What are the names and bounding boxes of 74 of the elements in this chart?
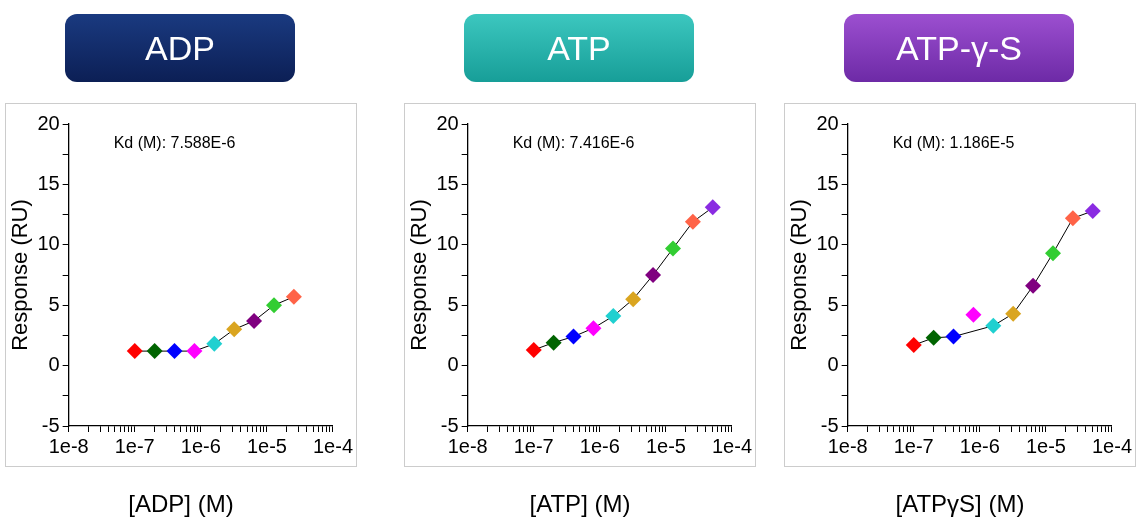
point — [625, 291, 642, 308]
point — [664, 240, 681, 257]
chart-title: ADP — [65, 14, 295, 82]
x-tick-label: 1e-6 — [959, 434, 1000, 457]
point — [1005, 305, 1022, 322]
x-tick-label: 1e-4 — [312, 434, 353, 457]
y-tick-label: 15 — [816, 171, 839, 194]
y-axis-title: Response (RU) — [786, 199, 812, 351]
chart-title: ATP — [464, 14, 694, 82]
y-tick-label: 5 — [48, 292, 60, 315]
y-tick-label: 15 — [436, 171, 459, 194]
annotation: Kd (M): 7.416E-6 — [512, 134, 635, 152]
x-tick-label: 1e-8 — [48, 434, 89, 457]
y-tick-label: 0 — [827, 353, 839, 376]
y-tick-label: 20 — [37, 111, 60, 134]
x-tick-label: 1e-8 — [447, 434, 488, 457]
x-tick-label: 1e-4 — [711, 434, 752, 457]
y-tick-label: 0 — [48, 353, 60, 376]
point — [565, 328, 582, 345]
x-tick-label: 1e-6 — [579, 434, 620, 457]
annotation: Kd (M): 1.186E-5 — [892, 134, 1015, 152]
point — [1064, 210, 1081, 227]
point — [1084, 202, 1101, 219]
x-tick-label: 1e-5 — [645, 434, 686, 457]
point — [945, 328, 962, 345]
point — [545, 334, 562, 351]
x-tick-label: 1e-8 — [827, 434, 868, 457]
point — [285, 288, 302, 305]
x-axis-title: [ATP] (M) — [528, 490, 632, 518]
y-tick-label: -5 — [820, 413, 839, 436]
y-tick-label: 20 — [436, 111, 459, 134]
point — [1044, 245, 1061, 262]
point — [525, 341, 542, 358]
point — [925, 329, 942, 346]
x-tick-label: 1e-5 — [246, 434, 287, 457]
x-tick-label: 1e-7 — [513, 434, 554, 457]
x-tick-label: 1e-6 — [180, 434, 221, 457]
point — [605, 308, 622, 325]
point — [645, 267, 662, 283]
y-tick-label: -5 — [41, 413, 60, 436]
y-tick-label: 10 — [816, 232, 839, 255]
y-tick-label: 5 — [447, 292, 459, 315]
y-tick-label: 20 — [816, 111, 839, 134]
y-tick-label: 15 — [37, 171, 60, 194]
point — [166, 343, 183, 360]
x-axis-title: [ATPγS] (M) — [894, 490, 1026, 518]
point — [965, 306, 982, 323]
point — [126, 343, 143, 360]
point — [146, 343, 163, 360]
annotation: Kd (M): 7.588E-6 — [113, 134, 236, 152]
y-tick-label: 5 — [827, 292, 839, 315]
point — [206, 335, 223, 352]
x-tick-label: 1e-7 — [114, 434, 155, 457]
point — [226, 321, 243, 338]
y-axis-title: Response (RU) — [406, 199, 432, 351]
point — [246, 312, 263, 329]
point — [704, 199, 721, 216]
y-tick-label: 10 — [37, 232, 60, 255]
x-axis-title: [ADP] (M) — [127, 490, 235, 518]
x-tick-label: 1e-7 — [893, 434, 934, 457]
point — [186, 343, 203, 360]
x-tick-label: 1e-5 — [1025, 434, 1066, 457]
point — [585, 320, 602, 337]
x-tick-label: 1e-4 — [1091, 434, 1132, 457]
y-tick-label: -5 — [440, 413, 459, 436]
point — [985, 317, 1002, 334]
y-axis-title: Response (RU) — [7, 199, 33, 351]
chart-title: ATP-γ-S — [844, 14, 1074, 82]
point — [905, 337, 922, 354]
point — [265, 297, 282, 314]
point — [1025, 277, 1042, 294]
point — [684, 213, 701, 230]
y-tick-label: 10 — [436, 232, 459, 255]
y-tick-label: 0 — [447, 353, 459, 376]
